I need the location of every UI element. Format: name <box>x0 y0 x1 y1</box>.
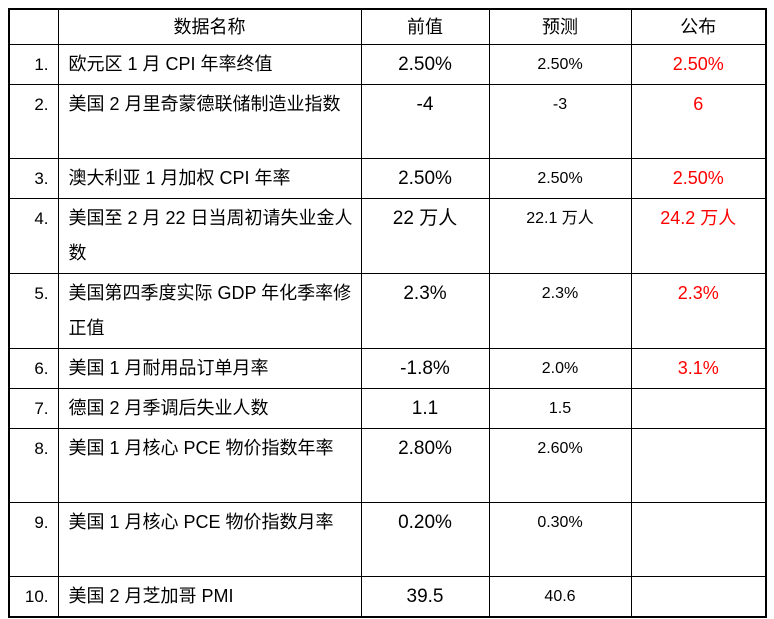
published-value-cell: 24.2 万人 <box>630 198 767 274</box>
table-row: 4. 美国至 2 月 22 日当周初请失业金人数 22 万人 22.1 万人 24.2 … <box>8 198 767 274</box>
previous-value-cell: 1.1 <box>360 388 490 429</box>
indicator-name-cell: 美国 1 月核心 PCE 物价指数月率 <box>57 502 362 577</box>
header-published-value: 公布 <box>630 8 767 45</box>
table-row: 2. 美国 2 月里奇蒙德联储制造业指数 -4 -3 6 <box>8 84 767 159</box>
previous-value-cell: 2.50% <box>360 44 490 85</box>
table-row: 3. 澳大利亚 1 月加权 CPI 年率 2.50% 2.50% 2.50% <box>8 158 767 199</box>
previous-value-cell: 2.80% <box>360 428 490 503</box>
published-value-cell: 6 <box>630 84 767 159</box>
forecast-value-cell: 2.50% <box>488 158 632 199</box>
published-value-cell: 2.50% <box>630 44 767 85</box>
previous-value-cell: -4 <box>360 84 490 159</box>
indicator-name-cell: 美国 1 月耐用品订单月率 <box>57 348 362 389</box>
row-number-cell: 8. <box>8 428 59 503</box>
table-row: 1. 欧元区 1 月 CPI 年率终值 2.50% 2.50% 2.50% <box>8 44 767 85</box>
row-number-cell: 3. <box>8 158 59 199</box>
forecast-value-cell: 22.1 万人 <box>488 198 632 274</box>
table-row: 7. 德国 2 月季调后失业人数 1.1 1.5 <box>8 388 767 429</box>
economic-data-table: 数据名称 前值 预测 公布 1. 欧元区 1 月 CPI 年率终值 2.50% 2.5… <box>8 8 767 618</box>
published-value-cell: 2.3% <box>630 273 767 349</box>
published-value-cell <box>630 428 767 503</box>
row-number-cell: 7. <box>8 388 59 429</box>
table-row: 9. 美国 1 月核心 PCE 物价指数月率 0.20% 0.30% <box>8 502 767 577</box>
forecast-value-cell: 0.30% <box>488 502 632 577</box>
previous-value-cell: -1.8% <box>360 348 490 389</box>
indicator-name-cell: 美国至 2 月 22 日当周初请失业金人数 <box>57 198 362 274</box>
header-data-name: 数据名称 <box>57 8 362 45</box>
published-value-cell: 2.50% <box>630 158 767 199</box>
row-number-cell: 6. <box>8 348 59 389</box>
forecast-value-cell: 2.60% <box>488 428 632 503</box>
indicator-name-cell: 美国第四季度实际 GDP 年化季率修正值 <box>57 273 362 349</box>
published-value-cell: 3.1% <box>630 348 767 389</box>
published-value-cell <box>630 502 767 577</box>
forecast-value-cell: 2.3% <box>488 273 632 349</box>
forecast-value-cell: 2.0% <box>488 348 632 389</box>
header-previous-value: 前值 <box>360 8 490 45</box>
forecast-value-cell: 2.50% <box>488 44 632 85</box>
table-row: 5. 美国第四季度实际 GDP 年化季率修正值 2.3% 2.3% 2.3% <box>8 273 767 349</box>
table-row: 6. 美国 1 月耐用品订单月率 -1.8% 2.0% 3.1% <box>8 348 767 389</box>
published-value-cell <box>630 388 767 429</box>
table-body: 1. 欧元区 1 月 CPI 年率终值 2.50% 2.50% 2.50% 2. 美国 2 … <box>8 44 767 618</box>
header-index <box>8 8 59 45</box>
previous-value-cell: 2.3% <box>360 273 490 349</box>
forecast-value-cell: -3 <box>488 84 632 159</box>
indicator-name-cell: 澳大利亚 1 月加权 CPI 年率 <box>57 158 362 199</box>
row-number-cell: 5. <box>8 273 59 349</box>
header-forecast-value: 预测 <box>488 8 632 45</box>
previous-value-cell: 2.50% <box>360 158 490 199</box>
previous-value-cell: 0.20% <box>360 502 490 577</box>
indicator-name-cell: 欧元区 1 月 CPI 年率终值 <box>57 44 362 85</box>
previous-value-cell: 22 万人 <box>360 198 490 274</box>
row-number-cell: 1. <box>8 44 59 85</box>
row-number-cell: 4. <box>8 198 59 274</box>
indicator-name-cell: 德国 2 月季调后失业人数 <box>57 388 362 429</box>
row-number-cell: 2. <box>8 84 59 159</box>
indicator-name-cell: 美国 1 月核心 PCE 物价指数年率 <box>57 428 362 503</box>
table-header-row: 数据名称 前值 预测 公布 <box>8 8 767 45</box>
row-number-cell: 9. <box>8 502 59 577</box>
forecast-value-cell: 1.5 <box>488 388 632 429</box>
indicator-name-cell: 美国 2 月里奇蒙德联储制造业指数 <box>57 84 362 159</box>
table-row: 8. 美国 1 月核心 PCE 物价指数年率 2.80% 2.60% <box>8 428 767 503</box>
